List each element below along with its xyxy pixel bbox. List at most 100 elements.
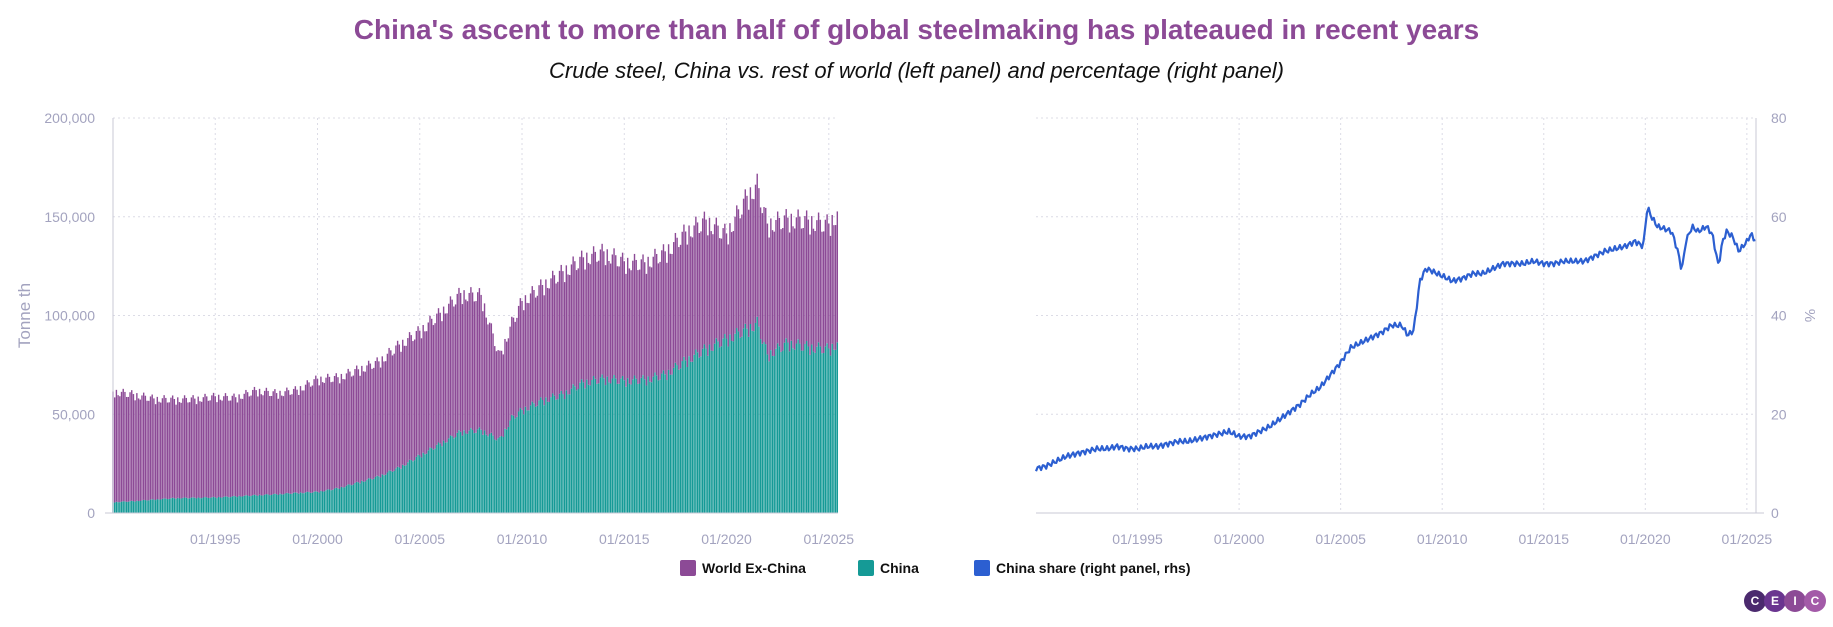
bar-world-ex-china xyxy=(132,394,135,502)
bar-china xyxy=(504,428,506,513)
bar-world-ex-china xyxy=(594,251,597,379)
bar-china xyxy=(715,338,718,513)
bar-china xyxy=(223,496,225,513)
bar-china xyxy=(257,495,259,513)
bar-china xyxy=(807,346,810,513)
right-y-axis-label: % xyxy=(1801,309,1818,322)
bar-china xyxy=(318,492,320,513)
bar-world-ex-china xyxy=(313,379,315,492)
bar-world-ex-china xyxy=(792,226,794,349)
bar-world-ex-china xyxy=(356,365,358,482)
bar-china xyxy=(200,498,203,513)
bar-world-ex-china xyxy=(572,256,574,385)
bar-world-ex-china xyxy=(236,402,239,498)
bar-world-ex-china xyxy=(805,210,808,342)
bar-world-ex-china xyxy=(294,386,297,493)
bar-china xyxy=(536,405,539,513)
bar-world-ex-china xyxy=(507,338,510,427)
bar-china xyxy=(744,323,746,513)
bar-china xyxy=(190,497,193,513)
bar-world-ex-china xyxy=(816,220,818,347)
bar-world-ex-china xyxy=(219,399,222,498)
bar-world-ex-china xyxy=(388,347,390,471)
bar-china xyxy=(821,353,823,513)
bar-china xyxy=(473,433,476,513)
bar-world-ex-china xyxy=(456,293,458,433)
bar-china xyxy=(359,483,361,513)
bar-world-ex-china xyxy=(722,228,724,339)
bar-china xyxy=(171,497,174,513)
bar-world-ex-china xyxy=(371,368,373,480)
bar-world-ex-china xyxy=(202,397,205,498)
bar-china xyxy=(320,490,322,513)
bar-world-ex-china xyxy=(318,385,320,493)
bar-china xyxy=(802,350,804,513)
bar-world-ex-china xyxy=(756,173,758,317)
bar-world-ex-china xyxy=(129,392,131,502)
bar-china xyxy=(393,470,395,513)
bar-world-ex-china xyxy=(315,375,317,492)
bar-world-ex-china xyxy=(516,317,518,417)
bar-world-ex-china xyxy=(384,361,387,475)
bar-china xyxy=(497,438,499,513)
bar-china xyxy=(357,482,360,513)
bar-china xyxy=(139,501,141,513)
bar-world-ex-china xyxy=(299,386,302,493)
bar-china xyxy=(529,405,532,513)
bar-world-ex-china xyxy=(379,367,382,478)
legend-item-world-ex-china[interactable]: World Ex-China xyxy=(680,560,806,576)
bar-world-ex-china xyxy=(621,252,624,376)
bar-china xyxy=(555,399,557,513)
bar-world-ex-china xyxy=(698,233,700,358)
bar-world-ex-china xyxy=(454,304,457,438)
bar-world-ex-china xyxy=(451,299,453,437)
left-x-tick-label: 01/2025 xyxy=(803,531,854,547)
bar-china xyxy=(207,497,210,513)
bar-china xyxy=(180,498,182,513)
bar-china xyxy=(211,497,213,513)
bar-world-ex-china xyxy=(178,402,181,499)
bar-world-ex-china xyxy=(282,396,285,495)
legend-item-china-share[interactable]: China share (right panel, rhs) xyxy=(974,560,1190,576)
bar-china xyxy=(141,500,143,513)
bar-china xyxy=(630,384,632,513)
bar-world-ex-china xyxy=(344,379,346,488)
bar-china xyxy=(751,330,753,513)
bar-china xyxy=(822,352,825,513)
bar-world-ex-china xyxy=(243,393,245,496)
bar-world-ex-china xyxy=(797,209,799,340)
bar-world-ex-china xyxy=(441,321,443,447)
bar-china xyxy=(446,442,448,513)
bar-world-ex-china xyxy=(511,316,513,415)
bar-world-ex-china xyxy=(834,225,837,350)
bar-world-ex-china xyxy=(412,341,414,462)
bar-world-ex-china xyxy=(163,395,165,499)
bar-world-ex-china xyxy=(836,211,839,343)
left-x-tick-label: 01/2000 xyxy=(292,531,343,547)
legend-swatch-china xyxy=(858,560,874,576)
bar-china xyxy=(736,328,738,513)
bar-china xyxy=(396,466,399,513)
legend-label-china-share: China share (right panel, rhs) xyxy=(996,560,1191,576)
legend-item-china[interactable]: China xyxy=(858,560,919,576)
bar-china xyxy=(335,487,337,513)
bar-china xyxy=(199,498,201,513)
bar-world-ex-china xyxy=(608,260,610,383)
left-x-tick-label: 01/1995 xyxy=(190,531,241,547)
bar-china xyxy=(713,343,716,513)
bar-china xyxy=(267,494,269,513)
bar-world-ex-china xyxy=(241,398,244,497)
bar-world-ex-china xyxy=(807,219,810,347)
bar-world-ex-china xyxy=(785,209,787,339)
bar-china xyxy=(519,408,522,513)
bar-china xyxy=(511,414,513,513)
bar-china xyxy=(175,498,177,513)
bar-world-ex-china xyxy=(626,257,629,379)
bar-china xyxy=(724,334,726,513)
bar-world-ex-china xyxy=(287,390,290,494)
bar-china xyxy=(316,491,319,513)
bar-world-ex-china xyxy=(661,250,663,374)
bar-world-ex-china xyxy=(468,292,470,431)
bar-china xyxy=(494,439,496,513)
bar-world-ex-china xyxy=(625,273,627,387)
